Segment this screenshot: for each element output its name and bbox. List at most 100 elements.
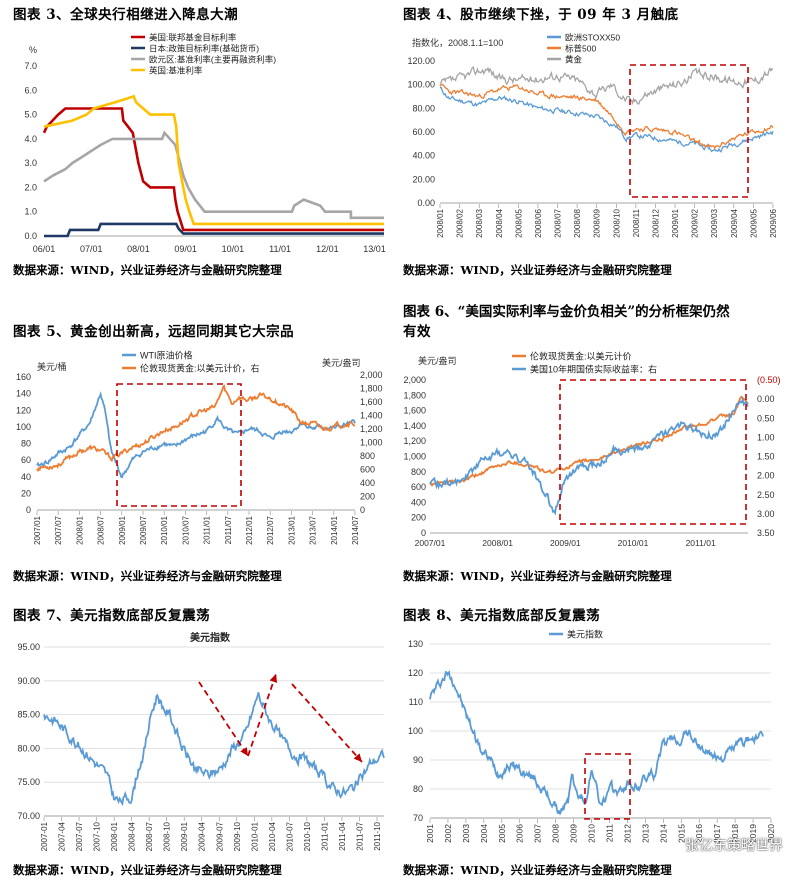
- c8-xtick: 2011: [604, 824, 614, 843]
- c6-ytick: 0: [421, 528, 426, 538]
- c7-ytick: 90.00: [17, 676, 40, 686]
- c4-ytick: 100.00: [407, 80, 435, 90]
- c5r-ytick: 1,000: [360, 438, 383, 448]
- c3-xtick: 13/01: [363, 244, 386, 254]
- c3-series-line-1: [44, 222, 384, 238]
- c3-xtick: 12/01: [316, 244, 339, 254]
- c5-xtick: 2012/01: [245, 515, 254, 544]
- c4-series-line-0: [439, 86, 774, 153]
- c7-chart-title: 美元指数: [190, 631, 231, 644]
- c4-xtick: 2008/04: [495, 208, 504, 237]
- c8-xtick: 2007: [533, 824, 543, 843]
- c4-ytick: 80.00: [412, 103, 435, 113]
- c8-legend-label: 美元指数: [567, 629, 603, 640]
- c5-ytick: 20: [21, 488, 31, 498]
- c6r-ytick: 1.50: [757, 452, 775, 462]
- chart4-title: 图表 4、股市继续下挫，于 09 年 3 月触底: [403, 7, 679, 23]
- c4-legend-label-2: 黄金: [565, 55, 583, 65]
- c7-xtick: 2010-04: [268, 821, 277, 851]
- c8-ytick: 130: [408, 639, 423, 649]
- c8-xtick: 2010: [587, 824, 597, 843]
- chart6-title-line1: 图表 6、“美国实际利率与金价负相关”的分析框架仍然: [403, 304, 730, 320]
- c5-ytick: 140: [16, 389, 31, 399]
- c3-xtick: 09/01: [174, 244, 197, 254]
- c7-ytick: 75.00: [17, 777, 40, 787]
- c5r-ytick: 0: [360, 505, 365, 515]
- c5-xtick: 2013/07: [309, 515, 318, 544]
- c4-xtick: 2008/09: [593, 208, 602, 237]
- c8-ytick: 90: [413, 755, 423, 765]
- c4-ytick: 20.00: [412, 174, 435, 184]
- c6-xtick: 2011/01: [686, 538, 716, 548]
- c4-xtick: 2008/03: [475, 208, 484, 237]
- c8-xtick: 2006: [515, 824, 525, 843]
- c4-xtick: 2009/02: [691, 208, 700, 237]
- c3-series-line-2: [43, 130, 384, 220]
- c6r-ytick: 3.00: [757, 509, 775, 519]
- c6-legend-label-0: 伦敦现货黄金:以美元计价: [530, 351, 632, 362]
- c3-ytick: 7.0: [24, 61, 37, 71]
- c7-trend-arrow-1: [247, 673, 277, 757]
- c6-ytick: 200: [411, 513, 426, 523]
- c8-xtick: 2009: [569, 824, 579, 843]
- c3-xtick: 07/01: [80, 244, 103, 254]
- chart3-title: 图表 3、全球央行相继进入降息大潮: [13, 7, 239, 23]
- c7-xtick: 2008-07: [145, 821, 154, 851]
- c4-legend-label-1: 标普500: [565, 44, 596, 54]
- c4-xtick: 2008/08: [573, 208, 582, 237]
- c4-ytick: 60.00: [412, 127, 435, 137]
- c5-xtick: 2011/01: [203, 515, 212, 544]
- c3-xtick: 08/01: [127, 244, 150, 254]
- c5r-ytick: 400: [360, 478, 375, 488]
- c3-ytick: 2.0: [24, 182, 37, 192]
- c7-xtick: 2007-01: [40, 821, 49, 851]
- c5-xtick: 2014/07: [351, 515, 360, 544]
- c4-xtick: 2008/12: [651, 208, 660, 237]
- c7-xtick: 2007-10: [93, 821, 102, 851]
- c6-series-line-0: [429, 395, 749, 487]
- c4-xtick: 2008/01: [436, 208, 445, 237]
- c6-ytick: 1,000: [403, 452, 426, 462]
- c6-series-line-1: [429, 396, 749, 516]
- chart3-source: 数据来源：WIND，兴业证券经济与金融研究院整理: [13, 263, 282, 277]
- c6r-ytick: 2.50: [757, 490, 775, 500]
- c4-xtick: 2008/05: [514, 208, 523, 237]
- c7-ytick: 70.00: [17, 811, 40, 821]
- c4-xtick: 2008/07: [554, 208, 563, 237]
- c5-xtick: 2008/07: [97, 515, 106, 544]
- c6-ytick: 2,000: [403, 375, 426, 385]
- c6-xtick: 2007/01: [415, 538, 446, 548]
- c7-arrow-head-1: [269, 674, 278, 683]
- c5-legend-label-1: 伦敦现货黄金:以美元计价，右: [140, 363, 260, 374]
- c3-xtick: 11/01: [269, 244, 291, 254]
- c7-xtick: 2011-07: [355, 821, 364, 850]
- c6r-ytick: 2.00: [757, 471, 775, 481]
- c4-xtick: 2008/10: [612, 208, 621, 237]
- c8-xtick: 2015: [676, 824, 686, 843]
- c3-xtick: 10/01: [222, 244, 245, 254]
- c5r-ytick: 1,200: [360, 424, 383, 434]
- c7-arrow-head-2: [353, 753, 362, 762]
- c4-xtick: 2008/06: [534, 208, 543, 237]
- chart4-source: 数据来源：WIND，兴业证券经济与金融研究院整理: [403, 263, 672, 277]
- c6-ytick: 1,600: [403, 406, 426, 416]
- c8-xtick: 2020: [766, 824, 776, 843]
- c8-xtick: 2016: [694, 824, 704, 843]
- c4-ytick: 40.00: [412, 151, 435, 161]
- c6-ytick: 800: [411, 467, 426, 477]
- c6-highlight-box: [559, 379, 747, 525]
- c8-ytick: 120: [408, 668, 423, 678]
- c6r-ytick: (0.50): [757, 375, 781, 385]
- c8-xtick: 2017: [712, 824, 722, 843]
- c6-xtick: 2008/01: [482, 538, 513, 548]
- c5-ytick: 40: [21, 472, 31, 482]
- c6-ytick: 400: [411, 497, 426, 507]
- c8-xtick: 2019: [748, 824, 758, 843]
- c5r-ytick: 1,800: [360, 384, 383, 394]
- c6r-ytick: 1.00: [757, 432, 775, 442]
- c7-xtick: 2009-04: [198, 821, 207, 851]
- c5-series-line-1: [36, 384, 356, 473]
- c4-ytick: 120.00: [407, 56, 435, 66]
- c7-xtick: 2008-10: [163, 821, 172, 851]
- c5r-ytick: 800: [360, 451, 375, 461]
